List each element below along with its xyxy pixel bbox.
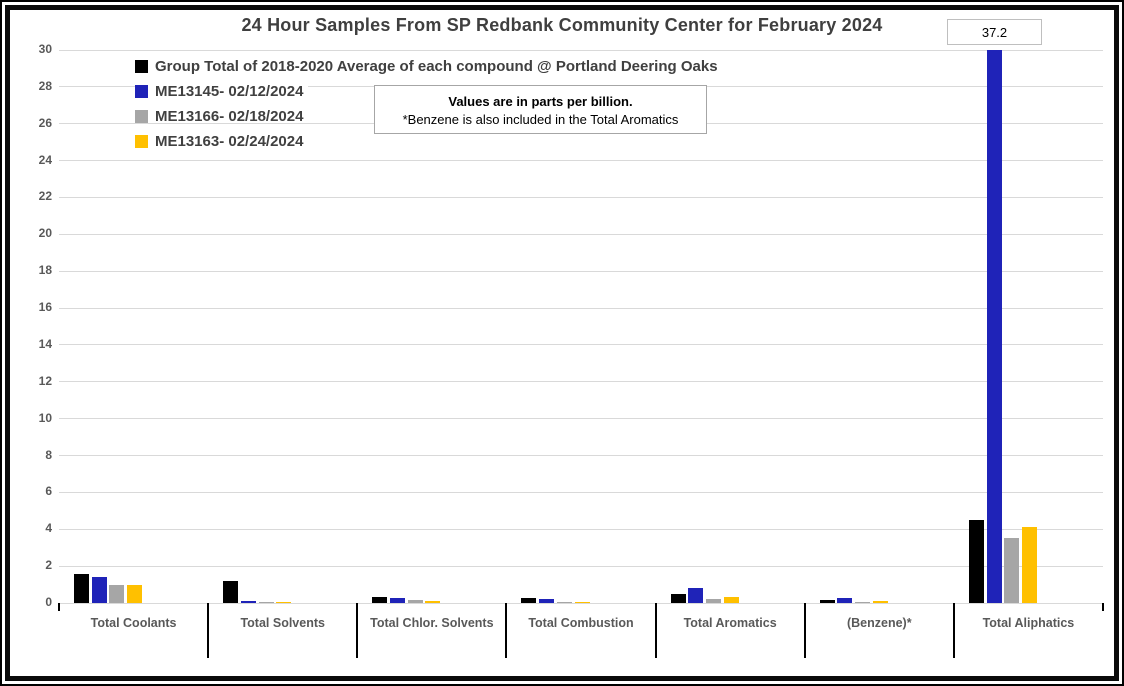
bar: [1021, 527, 1037, 603]
y-axis-tick-label: 20: [38, 226, 52, 241]
bar: [109, 585, 125, 603]
category-divider: [505, 603, 508, 658]
bar: [240, 600, 256, 603]
gridline: [59, 602, 1103, 604]
category-divider: [952, 603, 955, 658]
bar: [574, 601, 590, 603]
category-divider: [356, 603, 359, 658]
bar: [819, 600, 835, 603]
category-label: Total Chlor. Solvents: [370, 616, 494, 630]
category-label: Total Aliphatics: [982, 616, 1075, 630]
gridline: [59, 528, 1103, 530]
gridline: [59, 233, 1103, 235]
max-value-label: 37.2: [947, 19, 1042, 45]
gridline: [59, 491, 1103, 493]
plot-area: 0 2 4 6 8 10 12 14 16 18 20 22 24 26 28 30 Total Coolant…: [39, 42, 1104, 658]
category-label: Total Aromatics: [683, 616, 777, 630]
axis-end-tick: [1102, 603, 1104, 611]
bar: [837, 598, 853, 603]
category-divider: [207, 603, 210, 658]
bar: [723, 597, 739, 603]
bar: [223, 580, 239, 603]
bar: [389, 598, 405, 603]
legend-label: ME13145- 02/12/2024: [155, 82, 304, 100]
legend-label: ME13166- 02/18/2024: [155, 107, 304, 125]
legend-item: Group Total of 2018-2020 Average of each…: [135, 57, 723, 75]
legend-item: ME13163- 02/24/2024: [135, 132, 309, 150]
gridline: [59, 344, 1103, 346]
legend-swatch-icon: [135, 109, 148, 123]
bar: [425, 601, 441, 603]
y-axis-tick-label: 4: [45, 521, 52, 536]
bar: [258, 601, 274, 603]
bar: [407, 600, 423, 603]
bar: [855, 601, 871, 603]
note-line-1: Values are in parts per billion.: [448, 94, 633, 109]
bar: [968, 520, 984, 603]
gridline: [59, 381, 1103, 383]
gridline: [59, 196, 1103, 198]
gridline: [59, 455, 1103, 457]
chart-title: 24 Hour Samples From SP Redbank Communit…: [241, 15, 883, 35]
bar: [670, 593, 686, 603]
legend-label: Group Total of 2018-2020 Average of each…: [155, 57, 718, 75]
bar: [276, 601, 292, 603]
note-line-2: *Benzene is also included in the Total A…: [402, 112, 679, 127]
bar: [521, 598, 537, 603]
y-axis-tick-label: 24: [38, 152, 52, 167]
bar: [688, 588, 704, 603]
bar: [986, 50, 1002, 603]
bar: [1004, 538, 1020, 603]
bar: [539, 599, 555, 603]
legend-label: ME13163- 02/24/2024: [155, 132, 304, 150]
category-label: Total Coolants: [90, 616, 177, 630]
category-divider: [803, 603, 806, 658]
y-axis-tick-label: 10: [38, 410, 52, 425]
bar: [74, 574, 89, 603]
y-axis-tick-label: 22: [38, 189, 52, 204]
y-axis-tick-label: 14: [38, 336, 52, 351]
bar: [556, 601, 572, 603]
y-axis-tick-label: 26: [38, 115, 52, 130]
gridline: [59, 307, 1103, 309]
bar: [91, 577, 107, 603]
category-label: Total Combustion: [528, 616, 634, 630]
legend-item: ME13145- 02/12/2024: [135, 82, 309, 100]
note-box: Values are in parts per billion. *Benzen…: [374, 85, 707, 134]
y-axis-tick-label: 30: [38, 42, 52, 56]
category-label: (Benzene)*: [846, 616, 912, 630]
category-divider: [654, 603, 657, 658]
legend-swatch-icon: [135, 84, 148, 98]
y-axis-tick-label: 2: [45, 558, 52, 573]
bar: [372, 596, 388, 603]
bar: [705, 599, 721, 603]
y-axis-tick-label: 12: [38, 373, 52, 388]
category-label: Total Solvents: [240, 616, 325, 630]
gridline: [59, 160, 1103, 162]
bar: [127, 585, 143, 603]
gridline: [59, 49, 1103, 51]
gridline: [59, 418, 1103, 420]
y-axis-tick-label: 18: [38, 263, 52, 278]
legend-item: ME13166- 02/18/2024: [135, 107, 309, 125]
bar: [872, 601, 888, 603]
gridline: [59, 270, 1103, 272]
legend-swatch-icon: [135, 59, 148, 73]
y-axis-tick-label: 0: [45, 595, 52, 609]
y-axis-tick-label: 8: [45, 447, 52, 462]
gridline: [59, 565, 1103, 567]
y-axis-tick-label: 28: [38, 78, 52, 93]
y-axis-tick-label: 16: [38, 300, 52, 315]
axis-end-tick: [58, 603, 60, 611]
legend: Group Total of 2018-2020 Average of each…: [135, 57, 723, 150]
y-axis-tick-label: 6: [45, 484, 52, 499]
legend-swatch-icon: [135, 134, 148, 148]
